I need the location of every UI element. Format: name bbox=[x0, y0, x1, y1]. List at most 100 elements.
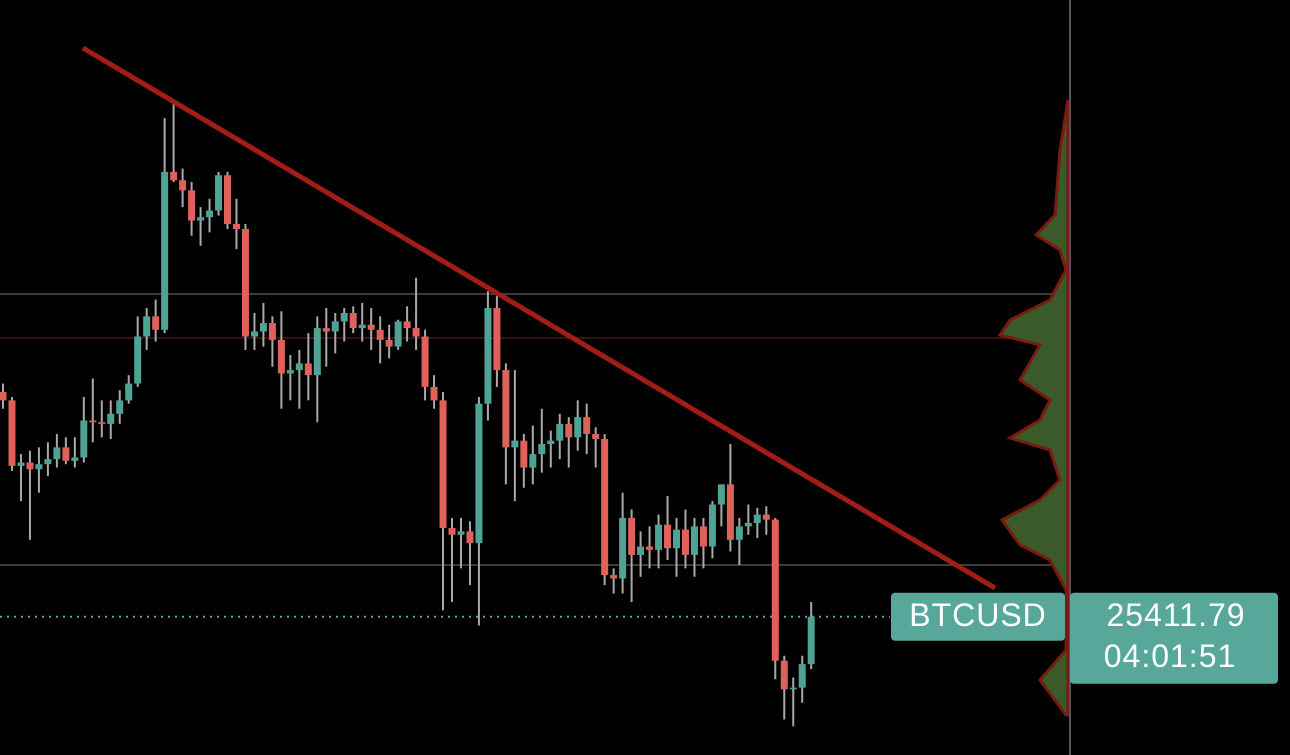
candle-body bbox=[367, 324, 375, 330]
candle-body bbox=[798, 664, 806, 688]
candle-body bbox=[358, 324, 366, 329]
candle-body bbox=[690, 526, 698, 555]
candle-body bbox=[107, 413, 115, 424]
candle-body bbox=[161, 171, 169, 330]
price-tag-box bbox=[1070, 592, 1278, 684]
candle-body bbox=[565, 423, 573, 438]
candle-body bbox=[286, 370, 294, 374]
candle-body bbox=[502, 370, 510, 448]
candles bbox=[0, 101, 815, 727]
candle-body bbox=[268, 323, 276, 340]
candle-body bbox=[673, 529, 680, 549]
candle-body bbox=[215, 175, 223, 211]
candle-body bbox=[277, 339, 285, 374]
trend-line bbox=[81, 45, 997, 591]
candle-body bbox=[430, 386, 438, 401]
candle-body bbox=[421, 336, 429, 387]
candle-body bbox=[322, 328, 330, 332]
candle-body bbox=[753, 514, 761, 523]
candle-body bbox=[385, 339, 393, 347]
candle-body bbox=[188, 190, 196, 221]
candle-body bbox=[762, 514, 770, 520]
candle-body bbox=[394, 321, 402, 347]
candle-body bbox=[259, 323, 267, 332]
candle-body bbox=[619, 517, 627, 579]
candle-body bbox=[80, 420, 88, 458]
candle-body bbox=[224, 175, 231, 224]
candle-body bbox=[26, 462, 34, 470]
candle-body bbox=[664, 524, 672, 549]
candle-body bbox=[331, 321, 339, 332]
candle-body bbox=[807, 616, 815, 665]
candle-body bbox=[197, 217, 205, 221]
candle-body bbox=[403, 321, 411, 329]
levels bbox=[0, 293, 1068, 618]
candle-body bbox=[484, 307, 492, 404]
candle-body bbox=[610, 575, 618, 579]
candle-body bbox=[250, 331, 258, 337]
candle-body bbox=[125, 383, 133, 401]
candle-body bbox=[637, 546, 645, 555]
symbol-tag bbox=[891, 592, 1065, 641]
candle-body bbox=[699, 526, 707, 547]
candle-body bbox=[529, 454, 537, 468]
candle-body bbox=[349, 312, 357, 329]
candle-body bbox=[412, 328, 420, 337]
volume-profile bbox=[997, 99, 1070, 717]
candle-body bbox=[143, 316, 151, 337]
candle-body bbox=[681, 529, 689, 555]
candle-body bbox=[601, 438, 609, 576]
candle-body bbox=[376, 329, 384, 340]
candle-body bbox=[206, 210, 214, 218]
candle-body bbox=[511, 440, 519, 448]
candle-body bbox=[439, 400, 447, 529]
candle-body bbox=[457, 531, 465, 535]
candle-body bbox=[134, 336, 142, 384]
candle-body bbox=[520, 440, 528, 468]
candle-body bbox=[655, 524, 663, 550]
candle-body bbox=[0, 391, 7, 401]
candle-body bbox=[583, 417, 591, 434]
candle-body bbox=[771, 519, 779, 661]
countdown-label: 04:01:51 bbox=[1104, 638, 1237, 674]
candle-body bbox=[62, 447, 70, 461]
candle-body bbox=[538, 444, 546, 455]
candle-body bbox=[547, 440, 555, 445]
candle-body bbox=[295, 363, 303, 371]
candle-body bbox=[735, 526, 743, 540]
symbol-label: BTCUSD bbox=[909, 597, 1047, 633]
candle-body bbox=[574, 417, 582, 438]
candle-body bbox=[313, 328, 321, 376]
candle-body bbox=[35, 464, 43, 470]
candle-body bbox=[304, 363, 312, 376]
candle-body bbox=[179, 180, 187, 191]
candle-body bbox=[475, 403, 483, 544]
price-tag: BTCUSD 25411.79 04:01:51 bbox=[891, 592, 1278, 684]
candle-body bbox=[17, 462, 25, 466]
candle-body bbox=[241, 228, 249, 337]
candle-body bbox=[717, 484, 725, 505]
candle-body bbox=[44, 459, 52, 465]
candle-body bbox=[89, 420, 97, 423]
last-price-label: 25411.79 bbox=[1106, 597, 1245, 633]
candle-body bbox=[708, 504, 716, 547]
candle-body bbox=[448, 528, 456, 535]
candle-body bbox=[8, 400, 16, 466]
candle-body bbox=[466, 531, 474, 544]
candle-body bbox=[592, 433, 600, 439]
candle-body bbox=[71, 457, 79, 461]
candle-body bbox=[340, 312, 348, 322]
candle-body bbox=[53, 447, 61, 460]
candle-body bbox=[170, 171, 178, 181]
candle-body bbox=[116, 400, 124, 414]
candle-body bbox=[726, 484, 734, 540]
candle-body bbox=[493, 307, 501, 371]
candle-body bbox=[789, 687, 797, 690]
candle-body bbox=[744, 522, 752, 527]
candle-body bbox=[646, 546, 654, 550]
candle-body bbox=[780, 660, 788, 690]
candle-body bbox=[628, 517, 636, 555]
candle-body bbox=[232, 223, 240, 229]
